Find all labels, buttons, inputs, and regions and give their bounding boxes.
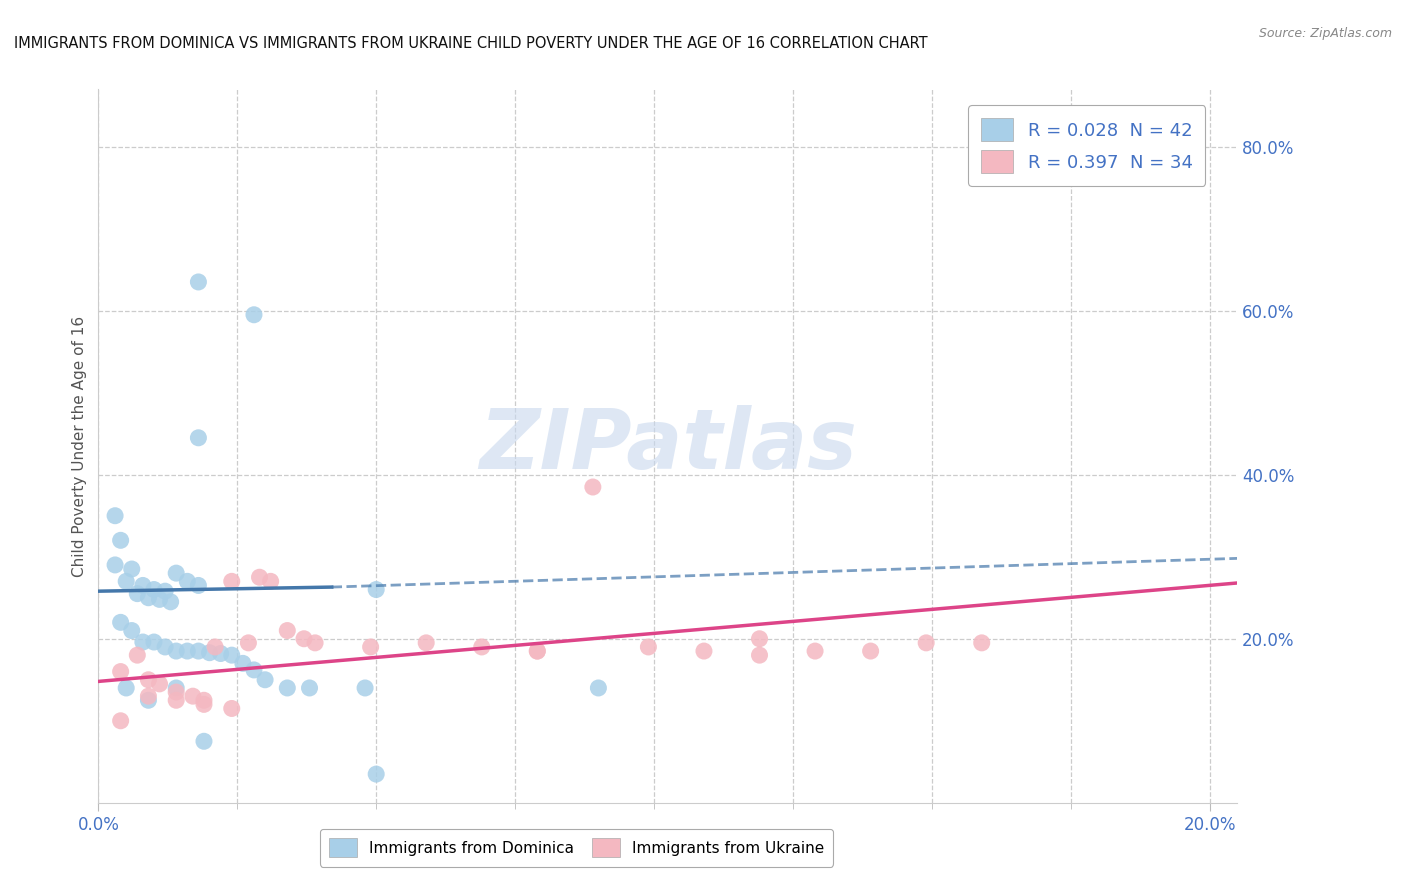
Point xyxy=(209,647,232,661)
Point xyxy=(582,480,605,494)
Point xyxy=(748,648,770,662)
Point xyxy=(165,685,187,699)
Point xyxy=(354,681,377,695)
Point xyxy=(276,681,298,695)
Point xyxy=(165,681,187,695)
Point xyxy=(153,584,176,599)
Point xyxy=(804,644,827,658)
Point xyxy=(859,644,882,658)
Point xyxy=(232,657,254,671)
Point xyxy=(165,693,187,707)
Point xyxy=(115,681,138,695)
Point xyxy=(132,635,155,649)
Point xyxy=(193,693,215,707)
Legend: Immigrants from Dominica, Immigrants from Ukraine: Immigrants from Dominica, Immigrants fro… xyxy=(321,829,834,866)
Point xyxy=(198,646,221,660)
Point xyxy=(249,570,271,584)
Point xyxy=(637,640,659,654)
Text: ZIPatlas: ZIPatlas xyxy=(479,406,856,486)
Point xyxy=(193,734,215,748)
Point xyxy=(148,592,170,607)
Point xyxy=(138,591,160,605)
Point xyxy=(360,640,382,654)
Point xyxy=(526,644,548,658)
Point xyxy=(221,648,243,662)
Point xyxy=(115,574,138,589)
Point xyxy=(471,640,494,654)
Point xyxy=(181,689,204,703)
Point xyxy=(366,582,388,597)
Point xyxy=(110,615,132,630)
Point xyxy=(143,582,166,597)
Text: Source: ZipAtlas.com: Source: ZipAtlas.com xyxy=(1258,27,1392,40)
Point xyxy=(366,767,388,781)
Point xyxy=(292,632,315,646)
Point xyxy=(254,673,277,687)
Point xyxy=(243,308,266,322)
Point xyxy=(127,587,149,601)
Point xyxy=(221,574,243,589)
Point xyxy=(915,636,938,650)
Point xyxy=(204,640,226,654)
Point xyxy=(415,636,437,650)
Point xyxy=(104,508,127,523)
Point xyxy=(165,644,187,658)
Point xyxy=(187,578,209,592)
Point xyxy=(693,644,716,658)
Point xyxy=(176,574,198,589)
Point xyxy=(132,578,155,592)
Point xyxy=(187,275,209,289)
Point xyxy=(193,698,215,712)
Point xyxy=(176,644,198,658)
Point xyxy=(159,595,181,609)
Point xyxy=(127,648,149,662)
Point xyxy=(110,665,132,679)
Point xyxy=(138,673,160,687)
Point xyxy=(143,635,166,649)
Point xyxy=(243,663,266,677)
Point xyxy=(259,574,281,589)
Point xyxy=(588,681,610,695)
Point xyxy=(187,644,209,658)
Text: IMMIGRANTS FROM DOMINICA VS IMMIGRANTS FROM UKRAINE CHILD POVERTY UNDER THE AGE : IMMIGRANTS FROM DOMINICA VS IMMIGRANTS F… xyxy=(14,36,928,51)
Point xyxy=(121,562,143,576)
Point xyxy=(121,624,143,638)
Point xyxy=(110,714,132,728)
Point xyxy=(153,640,176,654)
Point xyxy=(148,677,170,691)
Point xyxy=(221,701,243,715)
Point xyxy=(238,636,260,650)
Point xyxy=(298,681,321,695)
Point xyxy=(187,431,209,445)
Point xyxy=(304,636,326,650)
Point xyxy=(276,624,298,638)
Point xyxy=(104,558,127,572)
Point xyxy=(526,644,548,658)
Point xyxy=(165,566,187,581)
Point xyxy=(138,689,160,703)
Point xyxy=(138,693,160,707)
Point xyxy=(110,533,132,548)
Y-axis label: Child Poverty Under the Age of 16: Child Poverty Under the Age of 16 xyxy=(72,316,87,576)
Point xyxy=(970,636,993,650)
Point xyxy=(748,632,770,646)
